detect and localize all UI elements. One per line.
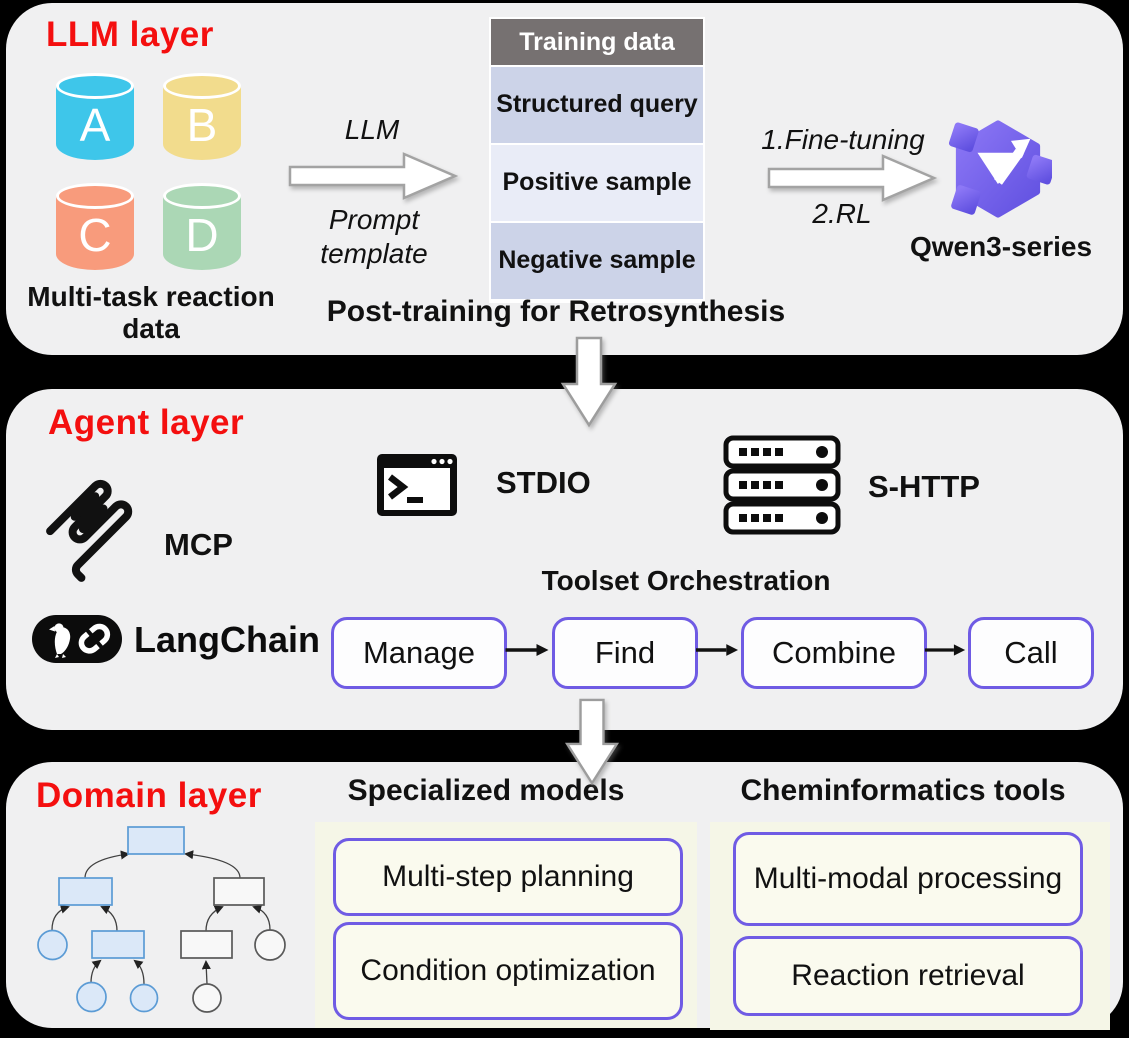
table-row: Negative sample [491,223,703,301]
domain-layer-panel: Domain layer [6,762,1123,1030]
specialized-models-title: Specialized models [347,774,625,807]
training-data-table: Training data Structured query Positive … [489,17,705,303]
post-training-caption: Post-training for Retrosynthesis [326,295,786,328]
database-cylinder-d: D [163,183,241,270]
llm-arrow-label: LLM [344,114,400,145]
langchain-logo-icon [32,615,122,663]
toolset-orchestration-title: Toolset Orchestration [541,565,831,596]
domain-layer-title: Domain layer [36,776,262,815]
qwen-logo-icon [948,120,1052,218]
block-arrow-down-icon [564,698,620,786]
pipeline-box-combine: Combine [741,617,927,689]
qwen-model-label: Qwen3-series [909,231,1093,262]
specialized-item-box: Condition optimization [333,922,683,1020]
cylinder-d-label: D [185,209,219,261]
llm-layer-title: LLM layer [46,15,214,54]
cheminformatics-item-box: Multi-modal processing [733,832,1083,926]
mcp-logo-icon [46,479,133,582]
cheminformatics-tools-title: Cheminformatics tools [740,774,1066,807]
server-stack-icon [723,435,841,535]
database-cylinder-b: B [163,73,241,160]
rl-label: 2.RL [812,198,872,229]
flow-arrow-icon [695,644,739,656]
database-cylinder-a: A [56,73,134,160]
prompt-template-label: Prompt template [320,204,428,269]
flow-arrow-icon [924,644,966,656]
llm-layer-panel: LLM layer A B C D Multi-task reaction da… [6,3,1123,355]
shttp-label: S-HTTP [868,469,980,504]
pipeline-box-manage: Manage [331,617,507,689]
langchain-label: LangChain [134,619,320,660]
cylinder-b-label: B [186,99,218,151]
flow-arrow-icon [505,644,549,656]
block-arrow-right-icon [767,154,938,202]
retrosynthesis-tree-diagram [37,826,286,1013]
table-row: Positive sample [491,145,703,223]
training-table-header: Training data [491,19,703,67]
database-cylinder-c: C [56,183,134,270]
multi-task-caption: Multi-task reaction data [27,281,275,345]
cheminformatics-item-box: Reaction retrieval [733,936,1083,1016]
terminal-icon [377,454,457,516]
block-arrow-right-icon [288,152,458,200]
pipeline-box-find: Find [552,617,698,689]
block-arrow-down-icon [560,336,618,428]
fine-tuning-label: 1.Fine-tuning [761,124,925,155]
cylinder-c-label: C [78,209,112,261]
cylinder-a-label: A [79,99,111,151]
mcp-label: MCP [164,527,233,562]
specialized-item-box: Multi-step planning [333,838,683,916]
table-row: Structured query [491,67,703,145]
stdio-label: STDIO [496,465,591,500]
agent-layer-title: Agent layer [48,403,245,442]
agent-layer-panel: Agent layer MCP STDIO [6,389,1123,730]
pipeline-box-call: Call [968,617,1094,689]
